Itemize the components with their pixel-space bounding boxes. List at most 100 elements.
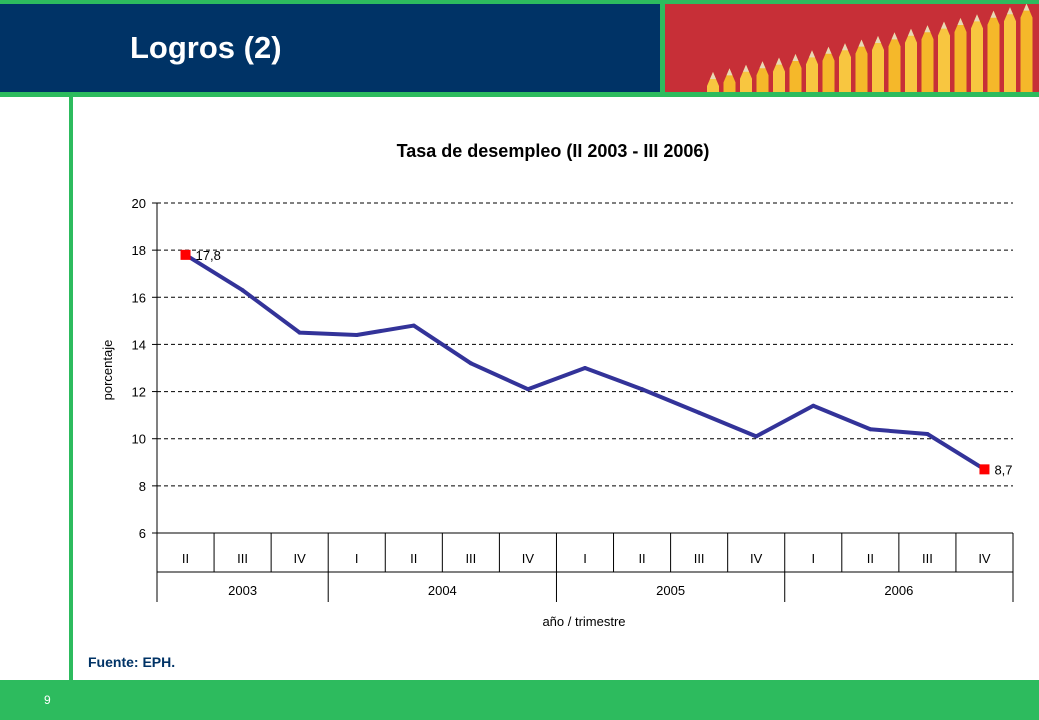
year-label: 2005: [656, 583, 685, 598]
pencil-tip: [710, 72, 716, 79]
pencil-tip: [759, 61, 766, 69]
y-axis-label: porcentaje: [100, 340, 115, 401]
x-tick-label: I: [355, 551, 359, 566]
x-tick-label: III: [237, 551, 248, 566]
pencil-tip: [858, 39, 865, 47]
pencil-shape: [987, 10, 1000, 92]
x-tick-label: II: [410, 551, 417, 566]
chart-title: Tasa de desempleo (II 2003 - III 2006): [397, 141, 710, 161]
pencil-tip: [908, 28, 914, 36]
data-point: [468, 361, 473, 366]
pencil-tip: [1023, 4, 1030, 11]
pencil-shape: [707, 72, 719, 92]
x-tick-label: III: [922, 551, 933, 566]
pencil-shape: [773, 57, 785, 92]
pencil-shape: [756, 61, 769, 92]
pencil-shape: [888, 32, 901, 92]
y-tick-label: 14: [132, 337, 146, 352]
x-tick-label: III: [694, 551, 705, 566]
pencil-tip: [924, 25, 931, 33]
pencil-shape: [1004, 7, 1016, 92]
axes: [152, 202, 1014, 602]
pencil-shape: [855, 39, 868, 92]
data-label: 8,7: [994, 462, 1012, 477]
x-tick-label: II: [867, 551, 874, 566]
y-tick-label: 16: [132, 290, 146, 305]
pencil-tip: [842, 43, 848, 51]
page-number: 9: [44, 693, 51, 707]
top-accent-line: [0, 0, 1039, 4]
pencil-tip: [990, 10, 997, 18]
pencil-tip: [776, 57, 782, 65]
pencil-tip: [875, 36, 881, 43]
y-tick-labels: 6 8 10 12 14 16 18 20: [132, 196, 146, 541]
pencil-tip: [825, 46, 832, 54]
pencil-shape: [822, 46, 835, 92]
x-tick-label: IV: [750, 551, 763, 566]
header-bar: [0, 4, 660, 92]
pencil-tip: [957, 18, 964, 25]
x-tick-label: IV: [978, 551, 991, 566]
data-point: [754, 434, 759, 439]
grid: [157, 202, 1013, 487]
series-line: [184, 253, 986, 472]
pencil-tip: [1007, 7, 1013, 15]
year-label: 2006: [884, 583, 913, 598]
data-point: [354, 333, 359, 337]
data-point: [925, 432, 930, 436]
data-point: [583, 366, 587, 370]
data-point: [525, 387, 530, 392]
pencil-shape: [839, 43, 851, 92]
unemployment-chart: Tasa de desempleo (II 2003 - III 2006) 6…: [100, 141, 1014, 629]
data-point: [411, 323, 416, 328]
year-label: 2004: [428, 583, 457, 598]
y-tick-label: 12: [132, 385, 146, 400]
pencil-shape: [921, 25, 934, 92]
pencil-tip: [941, 21, 947, 29]
x-tick-label: I: [583, 551, 587, 566]
x-tick-label: IV: [294, 551, 307, 566]
year-label: 2003: [228, 583, 257, 598]
x-axis-label: año / trimestre: [542, 614, 625, 629]
y-tick-label: 20: [132, 196, 146, 211]
pencil-shape: [971, 14, 983, 92]
data-label: 17,8: [196, 248, 221, 263]
x-tick-label: II: [638, 551, 645, 566]
pencil-shape: [872, 36, 884, 92]
footer-bar: [0, 680, 1039, 720]
source-note: Fuente: EPH.: [88, 654, 176, 670]
left-accent-rule: [69, 97, 73, 680]
pencil-shape: [938, 21, 950, 92]
highlight-marker: [979, 464, 990, 475]
highlight-marker: [180, 249, 191, 260]
pencil-shape: [789, 54, 802, 92]
y-tick-label: 8: [139, 479, 146, 494]
data-point: [811, 403, 816, 408]
header-divider: [0, 92, 1039, 97]
y-tick-label: 10: [132, 432, 146, 447]
x-tick-label: II: [182, 551, 189, 566]
pencil-shape: [723, 68, 736, 92]
pencil-tip: [974, 14, 980, 22]
data-point: [240, 288, 245, 293]
page-title: Logros (2): [130, 30, 282, 65]
pencil-tip: [743, 64, 749, 72]
pencil-shape: [740, 64, 752, 92]
pencil-shape: [905, 28, 917, 92]
pencil-shape: [806, 50, 818, 92]
y-tick-label: 18: [132, 243, 146, 258]
x-tick-label: III: [465, 551, 476, 566]
data-point: [297, 330, 302, 335]
data-point: [640, 387, 645, 392]
pencil-tip: [726, 68, 733, 76]
x-tick-label: I: [811, 551, 815, 566]
data-point: [868, 427, 873, 432]
series: 17,8 8,7: [180, 248, 1013, 477]
x-tick-label: IV: [522, 551, 535, 566]
pencil-tip: [809, 50, 815, 58]
pencil-tip: [792, 54, 799, 61]
pencil-tip: [891, 32, 898, 40]
data-point: [697, 410, 702, 415]
pencils-image: [660, 4, 1039, 92]
